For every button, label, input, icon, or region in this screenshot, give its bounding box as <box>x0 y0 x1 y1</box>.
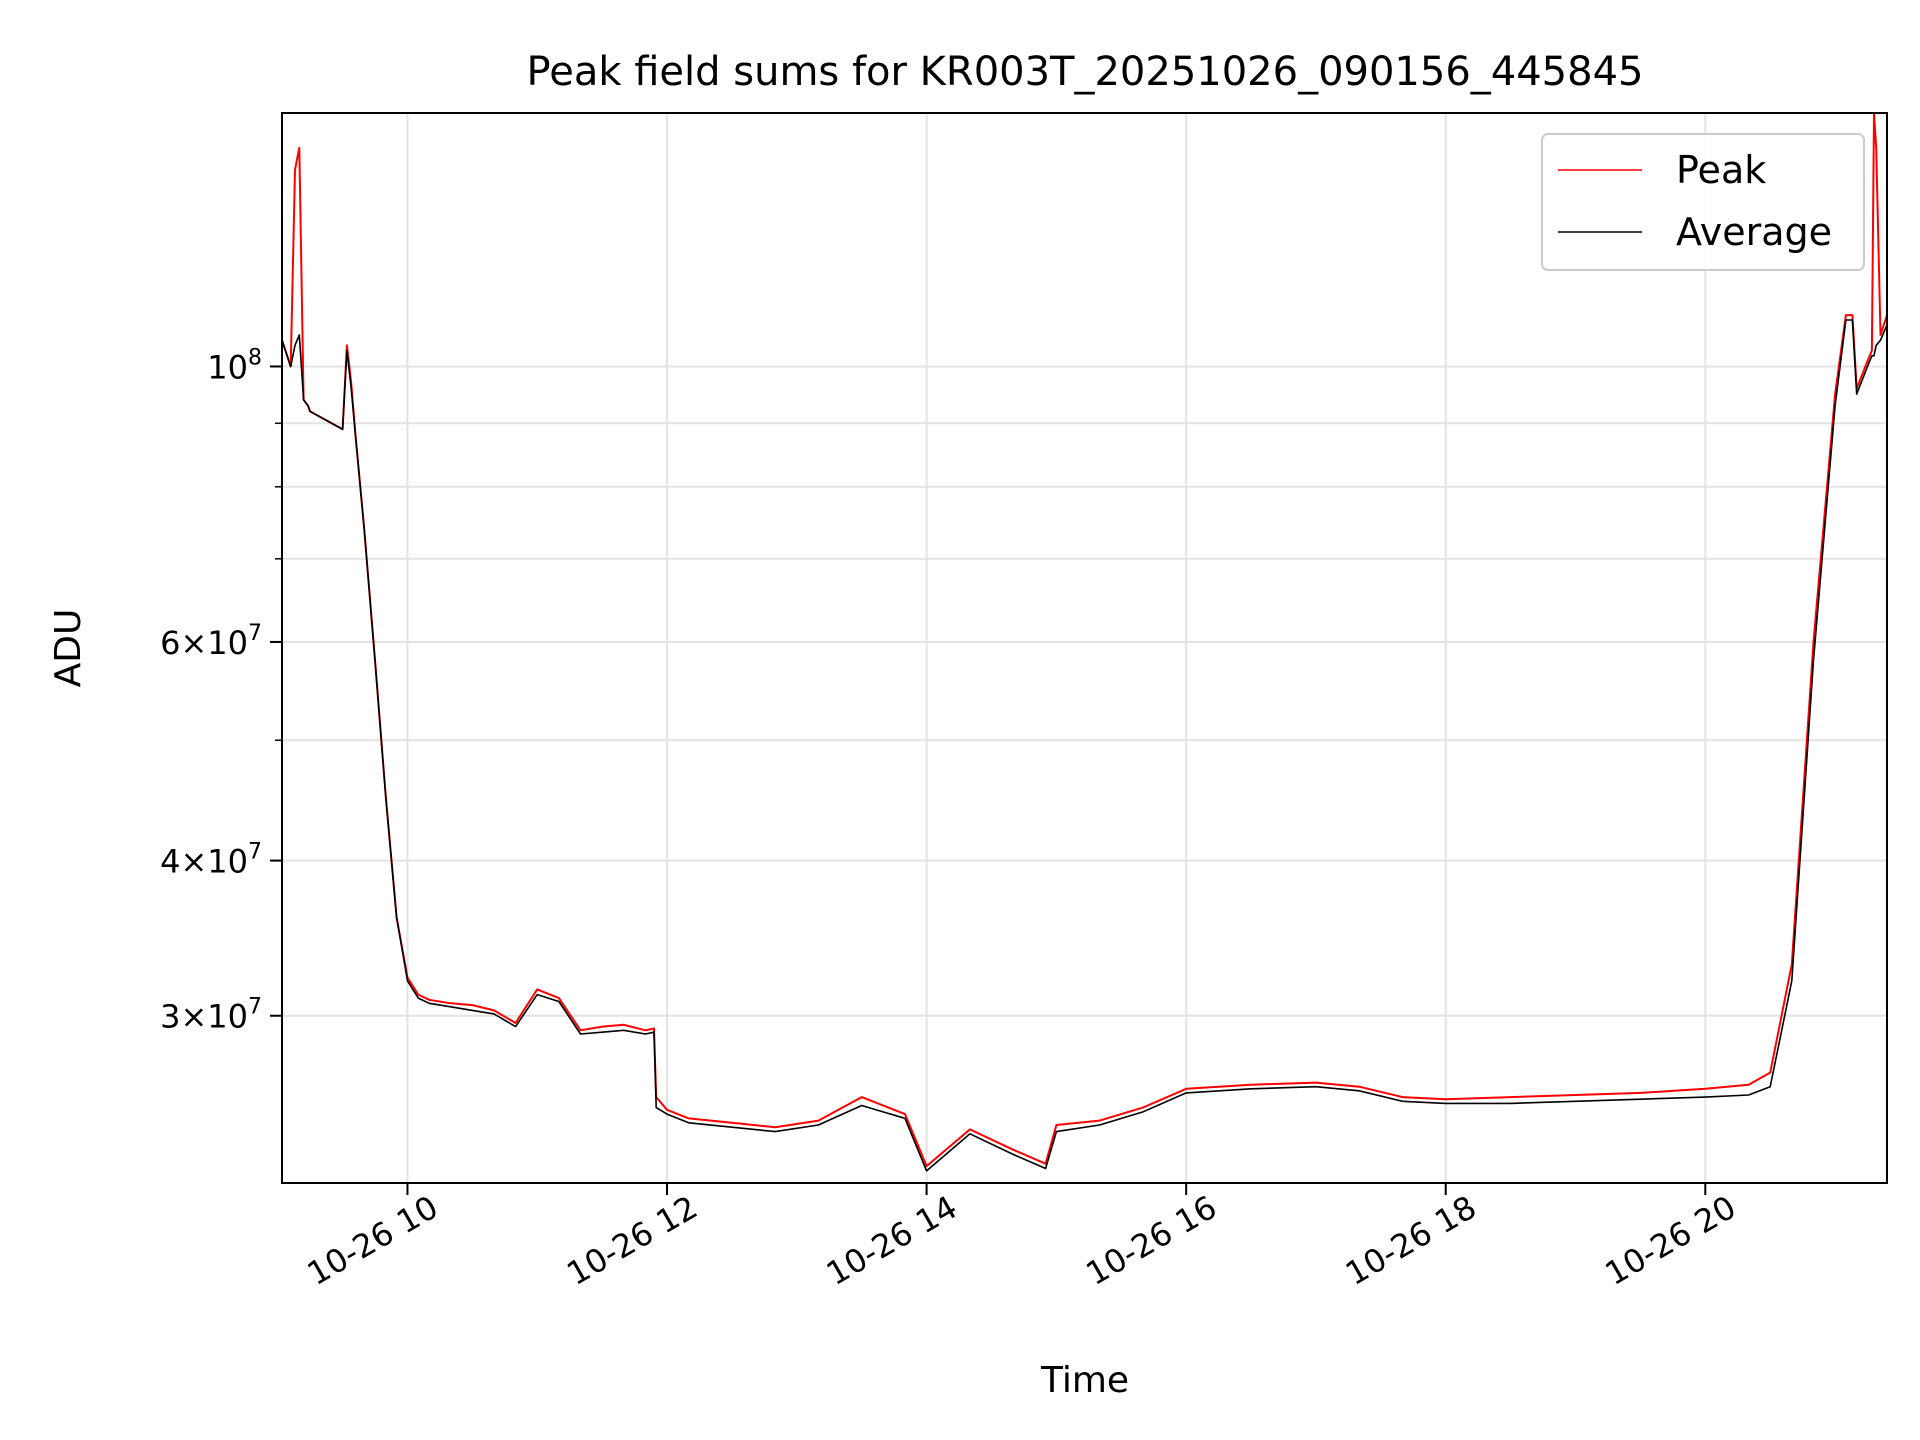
chart-title: Peak field sums for KR003T_20251026_0901… <box>527 49 1644 95</box>
y-tick-label: 108 <box>207 345 262 386</box>
series-line-average <box>281 319 1888 1172</box>
y-axis-label: ADU <box>48 609 89 688</box>
legend: Peak Average <box>1541 133 1865 271</box>
y-tick-label: 3×107 <box>160 995 262 1036</box>
legend-label-peak: Peak <box>1676 148 1766 192</box>
series-layer <box>281 112 1888 1172</box>
plot-frame <box>281 112 1888 1184</box>
legend-label-average: Average <box>1676 210 1832 254</box>
legend-box <box>1541 133 1865 271</box>
y-axis-ticks: 108 6×107 4×107 3×107 <box>160 345 282 1036</box>
y-tick-label: 4×107 <box>160 840 262 881</box>
x-axis-label: Time <box>1040 1360 1129 1401</box>
grid <box>282 113 1887 1183</box>
y-tick-label: 6×107 <box>160 621 262 662</box>
